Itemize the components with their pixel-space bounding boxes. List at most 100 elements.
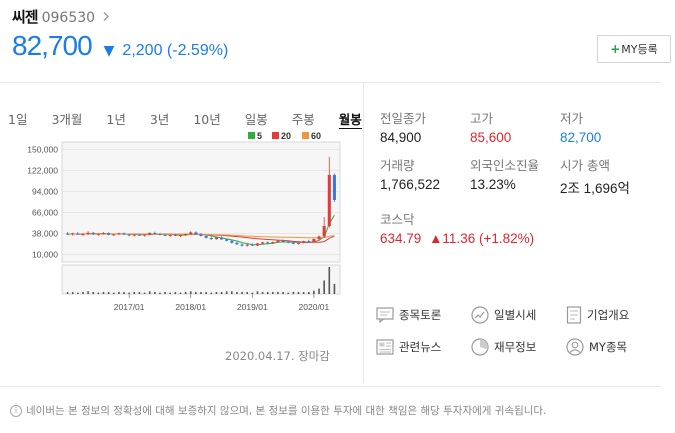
volume-bar (292, 291, 295, 294)
price-change-amount: 2,200 (122, 42, 163, 59)
volume-bar (200, 291, 202, 294)
link-related-news[interactable]: 관련뉴스 (376, 338, 471, 356)
stock-name-row[interactable]: 씨젠 096530 (12, 6, 662, 27)
x-tick-label: 2019/01 (237, 302, 268, 312)
candle-body (332, 175, 336, 200)
my-register-label: MY등록 (621, 43, 658, 56)
volume-bar (210, 292, 213, 294)
tab-10years[interactable]: 10년 (193, 112, 221, 127)
current-price: 82,700 (12, 30, 93, 61)
candle-body (250, 244, 254, 246)
tab-3months[interactable]: 3개월 (51, 112, 83, 127)
x-tick-label: 2018/01 (175, 302, 206, 312)
tab-daily[interactable]: 일봉 (244, 112, 268, 127)
volume-bar (184, 291, 187, 294)
tab-weekly[interactable]: 주봉 (291, 112, 315, 127)
volume-bar (195, 291, 197, 294)
candle-body (96, 233, 100, 235)
volume-bar (318, 288, 320, 294)
candle-body (204, 235, 208, 238)
link-company-overview-label: 기업개요 (587, 308, 630, 322)
stock-name[interactable]: 씨젠 (12, 8, 39, 26)
candle-body (255, 243, 259, 246)
candle-body (276, 240, 280, 243)
volume-bar (92, 291, 95, 294)
index-block[interactable]: 코스닥 634.79 ▲11.36 (+1.82%) (380, 209, 670, 246)
volume-bar (138, 291, 141, 294)
tab-1day[interactable]: 1일 (8, 112, 28, 127)
candle-body (117, 233, 121, 235)
volume-panel (61, 264, 341, 295)
volume-value: 1,766,522 (380, 177, 441, 192)
link-discussion-label: 종목토론 (399, 308, 442, 322)
high-cell: 고가 85,600 (470, 108, 560, 145)
index-label[interactable]: 코스닥 (380, 212, 415, 227)
volume-bar (164, 291, 166, 294)
volume-bar (215, 291, 218, 294)
high-value: 85,600 (470, 130, 512, 145)
index-value: 634.79 (380, 231, 422, 246)
volume-bar (302, 291, 305, 294)
link-company-overview[interactable]: 기업개요 (566, 306, 666, 324)
volume-bar (282, 291, 284, 294)
candle-body (322, 226, 326, 237)
volume-bar (236, 291, 238, 294)
link-my-stocks[interactable]: MY종목 (566, 338, 666, 356)
volume-bar (225, 291, 228, 294)
legend-swatch-5 (248, 132, 255, 139)
link-discussion[interactable]: 종목토론 (376, 306, 471, 324)
candle-body (86, 232, 90, 234)
legend-label-5: 5 (257, 131, 262, 141)
disclaimer-text: 네이버는 본 정보의 정확성에 대해 보증하지 않으며, 본 정보를 이용한 투… (26, 405, 547, 417)
volume-bar (87, 291, 89, 294)
price-change: 2,200 (-2.59%) (122, 42, 228, 60)
volume-bar (272, 291, 274, 294)
y-tick-label: 122,000 (27, 166, 58, 176)
candle-body (76, 233, 80, 235)
x-tick-label: 2017/01 (114, 302, 145, 312)
volume-bar (256, 291, 259, 294)
tab-3years[interactable]: 3년 (149, 112, 170, 127)
volume-bar (107, 291, 110, 294)
candle-body (219, 237, 224, 240)
low-value: 82,700 (560, 130, 602, 145)
candle-body (153, 232, 157, 234)
legend-swatch-20 (272, 132, 279, 139)
link-daily-quotes[interactable]: 일별시세 (471, 306, 566, 324)
candle-body (266, 242, 270, 244)
candle-body (81, 233, 85, 235)
volume-bar (333, 283, 336, 294)
tab-1year[interactable]: 1년 (106, 112, 126, 127)
candle-body (214, 237, 218, 240)
candle-body (127, 234, 131, 236)
chevron-right-icon[interactable] (102, 11, 110, 22)
candle-body (66, 233, 70, 235)
price-row: 82,700 ▼ 2,200 (-2.59%) (12, 30, 662, 62)
index-value-row: 634.79 ▲11.36 (+1.82%) (380, 231, 670, 246)
foreign-ratio-label: 외국인소진율 (470, 158, 540, 173)
volume-bar (71, 291, 74, 294)
tab-monthly[interactable]: 월봉 (338, 109, 362, 129)
divider-bottom (0, 386, 660, 387)
candle-body (194, 232, 198, 235)
volume-bar (169, 292, 172, 294)
candle-body (286, 241, 290, 243)
candle-body (101, 233, 106, 235)
market-cap-cell: 시가 총액 2조 1,696억 (560, 155, 650, 197)
quick-links: 종목토론 일별시세 기업개요 관련뉴스 재무 (376, 306, 666, 356)
volume-bar (112, 292, 115, 294)
stock-code: 096530 (41, 10, 96, 26)
foreign-ratio-cell: 외국인소진율 13.23% (470, 155, 560, 197)
volume-bar (123, 291, 125, 294)
my-register-button[interactable]: + MY등록 (597, 35, 671, 63)
disclaimer: i 네이버는 본 정보의 정확성에 대해 보증하지 않으며, 본 정보를 이용한… (10, 403, 546, 418)
volume-bar (77, 292, 79, 294)
link-financials[interactable]: 재무정보 (471, 338, 566, 356)
volume-bar (143, 292, 146, 294)
prev-close-value: 84,900 (380, 130, 422, 145)
price-chart[interactable]: 150,000 122,000 94,000 66,000 38,000 10,000 20… (0, 128, 350, 318)
volume-bar (148, 291, 151, 294)
stock-header: 씨젠 096530 82,700 ▼ 2,200 (-2.59%) (12, 6, 662, 62)
timestamp: 2020.04.17. 장마감 (225, 349, 330, 363)
candle-body (137, 234, 141, 236)
